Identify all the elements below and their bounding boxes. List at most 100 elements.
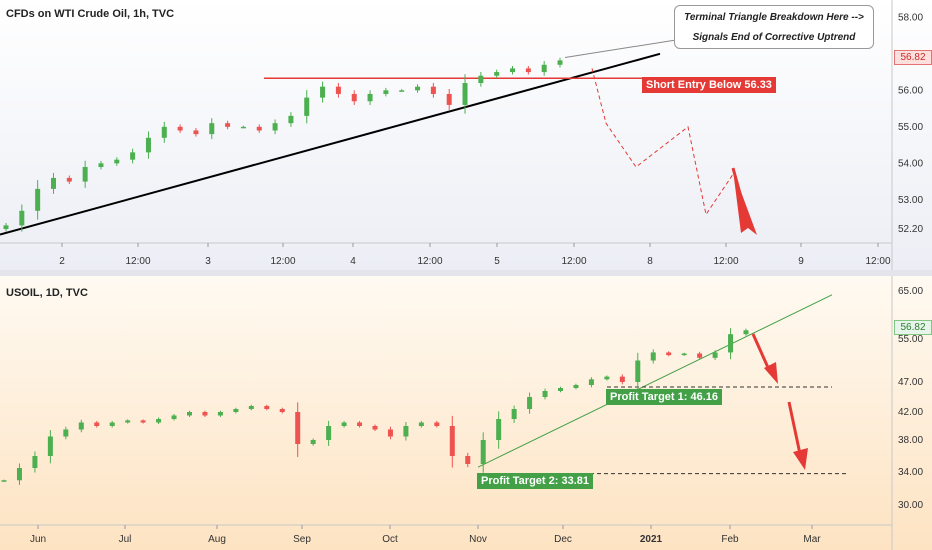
top-candle-7 bbox=[114, 159, 120, 164]
bottom-candle-41 bbox=[635, 360, 641, 382]
down-arrow-shaft bbox=[731, 167, 751, 227]
bottom-candle-43 bbox=[666, 352, 672, 356]
daily-chart-panel[interactable]: USOIL, 1D, TVC 65.00 55.00 47.00 42.00 38.00… bbox=[0, 276, 932, 550]
uptrend-support-line bbox=[0, 52, 661, 236]
daily-chart-title: USOIL, 1D, TVC bbox=[6, 287, 88, 299]
arrow-2-shaft bbox=[787, 401, 802, 455]
bottom-candle-19 bbox=[295, 412, 301, 444]
top-candle-12 bbox=[193, 130, 199, 135]
bottom-candle-10 bbox=[156, 419, 162, 423]
bottom-candle-7 bbox=[109, 422, 115, 426]
bottom-candle-44 bbox=[681, 353, 687, 356]
daily-chart-svg[interactable]: USOIL, 1D, TVC 65.00 55.00 47.00 42.00 38.00… bbox=[0, 276, 932, 550]
top-x-tick-label: 5 bbox=[494, 256, 500, 267]
top-x-tick-label: 12:00 bbox=[417, 256, 442, 267]
top-candle-1 bbox=[19, 210, 25, 226]
bottom-candle-2 bbox=[32, 456, 38, 468]
hourly-chart-title: CFDs on WTI Crude Oil, 1h, TVC bbox=[6, 8, 174, 20]
top-candle-21 bbox=[335, 86, 341, 94]
top-candle-25 bbox=[399, 90, 405, 92]
bottom-candle-14 bbox=[217, 412, 223, 416]
top-candle-5 bbox=[82, 166, 88, 182]
bottom-candle-0 bbox=[1, 480, 7, 482]
top-x-tick-label: 12:00 bbox=[270, 256, 295, 267]
top-candle-4 bbox=[66, 177, 72, 182]
top-candle-16 bbox=[256, 126, 262, 131]
bottom-candle-3 bbox=[47, 436, 53, 456]
projected-path bbox=[591, 68, 734, 216]
note-line-2: Signals End of Corrective Uptrend bbox=[692, 31, 856, 43]
top-x-tick-label: 2 bbox=[59, 256, 65, 267]
top-candle-9 bbox=[145, 137, 151, 153]
top-candle-13 bbox=[209, 123, 215, 135]
top-candle-33 bbox=[525, 68, 531, 73]
bottom-last-price-tag: 56.82 bbox=[894, 320, 932, 335]
top-candle-22 bbox=[351, 93, 357, 102]
panel-divider[interactable] bbox=[0, 270, 932, 276]
top-y-tick-label: 53.00 bbox=[898, 195, 923, 206]
bottom-candle-15 bbox=[233, 409, 239, 412]
bottom-y-tick-label: 55.00 bbox=[898, 334, 923, 345]
bottom-candle-6 bbox=[94, 422, 100, 426]
bottom-candle-12 bbox=[187, 412, 192, 416]
top-y-tick-label: 55.00 bbox=[898, 122, 923, 133]
top-candle-32 bbox=[510, 68, 516, 73]
note-connector-line bbox=[564, 39, 677, 58]
bottom-candle-25 bbox=[387, 429, 393, 437]
top-candle-31 bbox=[494, 72, 500, 76]
top-candle-19 bbox=[304, 97, 310, 116]
note-line-1: Terminal Triangle Breakdown Here --> bbox=[684, 11, 864, 23]
bottom-y-tick-label: 30.00 bbox=[898, 500, 923, 511]
bottom-x-tick-label: Oct bbox=[382, 534, 398, 545]
bottom-x-tick-label: Jul bbox=[119, 534, 132, 545]
top-candle-28 bbox=[446, 93, 452, 105]
top-y-tick-label: 58.00 bbox=[898, 12, 923, 23]
bottom-candle-47 bbox=[728, 334, 734, 353]
top-candle-23 bbox=[367, 93, 373, 102]
top-candle-27 bbox=[430, 86, 436, 94]
bottom-candle-29 bbox=[449, 426, 455, 456]
bottom-candle-33 bbox=[511, 409, 517, 419]
bottom-candle-11 bbox=[171, 415, 177, 419]
top-x-tick-label: 12:00 bbox=[865, 256, 890, 267]
top-candle-18 bbox=[288, 115, 294, 124]
bottom-candle-36 bbox=[558, 388, 563, 391]
bottom-candle-32 bbox=[496, 419, 502, 440]
top-candle-29 bbox=[462, 83, 468, 105]
top-candle-15 bbox=[240, 126, 246, 129]
top-candle-10 bbox=[161, 126, 167, 138]
top-candle-0 bbox=[3, 225, 9, 230]
bottom-candle-23 bbox=[357, 422, 363, 426]
top-x-tick-label: 3 bbox=[205, 256, 211, 267]
bottom-x-tick-label: Nov bbox=[469, 534, 487, 545]
top-candle-6 bbox=[98, 163, 104, 167]
bottom-candle-5 bbox=[78, 422, 84, 430]
top-x-tick-label: 12:00 bbox=[561, 256, 586, 267]
arrow-1-head bbox=[764, 362, 778, 384]
top-candle-3 bbox=[50, 177, 56, 189]
bottom-y-tick-label: 47.00 bbox=[898, 377, 923, 388]
bottom-candle-21 bbox=[326, 426, 332, 440]
bottom-y-tick-label: 42.00 bbox=[898, 407, 923, 418]
top-candle-24 bbox=[383, 90, 389, 94]
top-candle-2 bbox=[35, 188, 41, 211]
profit-target-2-label: Profit Target 2: 33.81 bbox=[477, 473, 593, 489]
bottom-candle-20 bbox=[310, 440, 316, 444]
arrow-1-shaft bbox=[751, 333, 772, 373]
top-candle-35 bbox=[557, 60, 563, 65]
bottom-candle-26 bbox=[403, 426, 409, 437]
top-x-tick-label: 12:00 bbox=[713, 256, 738, 267]
hourly-chart-svg[interactable]: CFDs on WTI Crude Oil, 1h, TVC 58.0057.0… bbox=[0, 0, 932, 270]
bottom-candle-37 bbox=[573, 385, 579, 388]
bottom-candle-42 bbox=[650, 352, 656, 361]
bottom-candle-48 bbox=[743, 330, 749, 335]
bottom-candle-17 bbox=[264, 406, 270, 409]
bottom-candle-45 bbox=[697, 353, 703, 358]
bottom-candle-24 bbox=[372, 426, 378, 430]
hourly-chart-panel[interactable]: CFDs on WTI Crude Oil, 1h, TVC 58.0057.0… bbox=[0, 0, 932, 270]
top-candle-17 bbox=[272, 123, 278, 131]
bottom-candle-16 bbox=[248, 406, 254, 409]
bottom-y-tick-label: 65.00 bbox=[898, 286, 923, 297]
bottom-candle-30 bbox=[465, 456, 471, 464]
top-last-price-tag: 56.82 bbox=[894, 50, 932, 65]
